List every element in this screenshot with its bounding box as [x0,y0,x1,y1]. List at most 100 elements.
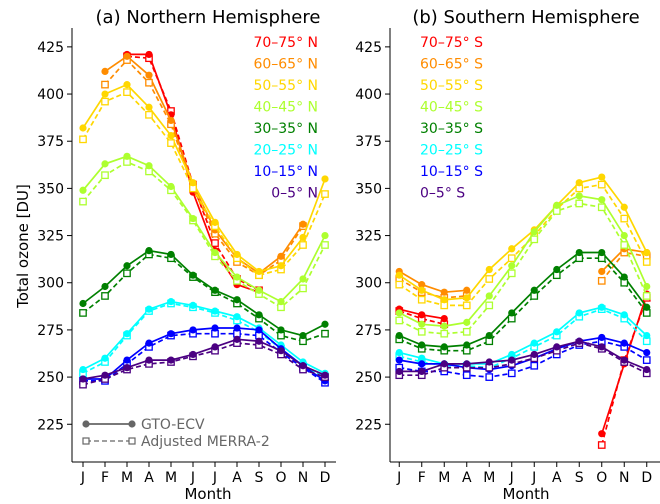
merra-point [101,80,109,89]
y-tick-label: 250 [355,370,382,386]
x-tick-label: J [396,470,401,486]
x-tick-label: O [596,470,607,486]
x-tick-label: F [418,470,426,486]
x-tick-label: J [212,470,217,486]
gto-point [145,305,153,313]
y-tick-label: 400 [355,87,382,103]
merra-point [299,241,307,249]
gto-point [167,356,175,364]
merra-point [123,88,131,97]
merra-point [417,295,426,304]
series-north-2 [79,81,329,280]
gto-point [395,331,403,340]
panel-north: (a) Northern Hemisphere 225 250 275 300 325 3… [37,7,336,486]
x-tick-label: A [552,470,562,486]
panel-south: (b) Southern Hemisphere 225 250 275 300 325 3… [355,7,660,486]
y-tick-label: 375 [355,134,382,150]
merra-point [440,329,449,338]
gto-point [255,337,263,345]
gto-point [167,330,175,338]
gto-point [101,90,109,98]
merra-point [597,203,606,212]
x-tick-label: O [275,470,286,486]
gto-point [145,162,153,170]
gto-point [233,335,241,343]
gto-point [508,350,516,359]
gto-point [123,262,131,270]
gto-point [418,281,426,289]
legend-entry: 10–15° N [253,164,318,180]
x-tick-label: N [619,470,629,486]
gto-point [463,318,471,326]
y-tick-label: 225 [37,417,64,433]
merra-point [507,254,516,263]
gto-point [598,430,606,438]
gto-point [167,250,175,259]
gto-point [123,330,131,338]
merra-point [597,277,606,285]
x-tick-label: S [575,470,584,486]
merra-point [101,171,109,180]
gto-point [463,341,471,349]
legend-entry: 70–75° S [420,35,483,51]
merra-point [575,199,584,208]
gto-point [418,320,426,328]
merra-point [79,197,87,206]
gto-point [211,307,219,315]
merra-legend-marker [128,437,136,445]
gto-point [233,250,241,259]
gto-point [277,252,285,260]
gto-point [123,356,131,364]
series-north-7 [79,335,329,389]
gto-point [575,248,583,257]
gto-point [418,367,426,376]
merra-point [299,284,307,293]
x-tick-label: J [531,470,536,486]
merra-point [530,235,539,244]
gto-point [189,350,197,359]
gto-point [145,50,153,59]
gto-point [643,282,651,291]
y-tick-label: 275 [37,323,64,339]
merra-line [82,91,326,277]
gto-point [211,218,219,226]
gto-line [82,155,326,303]
gto-point [145,339,153,347]
gto-point [575,337,583,345]
x-tick-label: D [641,470,652,486]
x-axis-title-north: Month [184,485,231,503]
x-tick-label: S [255,470,264,486]
legend-entry: 40–45° N [253,100,318,116]
x-tick-label: A [462,470,472,486]
x-tick-label: D [320,470,331,486]
gto-point [598,196,606,204]
legend-entry: 60–65° N [253,57,318,73]
gto-point [440,360,448,368]
gto-point [598,343,606,351]
legend-entry: 0–5° N [271,186,318,202]
legend-entry: 50–55° N [253,78,318,94]
gto-point [189,214,197,223]
x-tick-label: J [190,470,195,486]
gto-point [79,299,87,308]
x-tick-label: J [509,470,514,486]
merra-point [507,369,516,378]
gto-point [255,286,263,294]
merra-point [123,269,131,278]
gto-point [508,245,516,253]
gto-point [255,311,263,319]
gto-point [321,371,329,379]
x-tick-label: F [101,470,109,486]
gto-point [167,131,175,140]
merra-point [101,292,109,300]
gto-point [299,275,307,283]
x-tick-label: M [483,470,495,486]
gto-point [620,311,628,319]
gto-point [321,231,329,240]
legend-entry: 30–35° N [253,121,318,137]
merra-point [79,309,87,317]
gto-point [643,348,651,357]
y-axis-title: Total ozone [DU] [14,184,32,309]
gto-point [255,267,263,276]
